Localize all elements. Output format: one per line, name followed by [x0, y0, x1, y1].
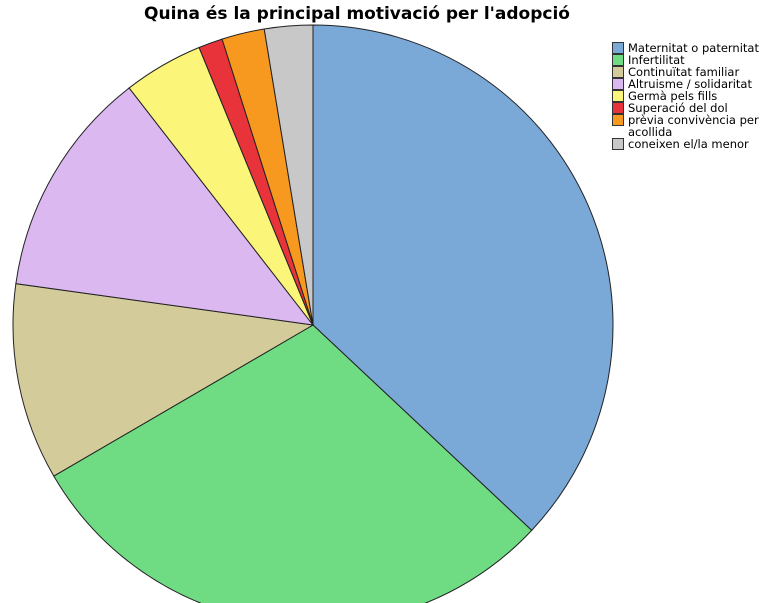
legend-label: Altruisme / solidaritat	[628, 77, 752, 91]
legend-item: Superació del dol	[612, 102, 780, 114]
legend-label: Maternitat o paternitat	[628, 41, 759, 55]
legend-swatch	[612, 114, 624, 126]
pie-slice	[12, 283, 315, 477]
legend: Maternitat o paternitat Infertilitat Conti…	[612, 42, 780, 150]
legend-item: Germà pels fills	[612, 90, 780, 102]
legend-item: Altruisme / solidaritat	[612, 78, 780, 90]
legend-swatch	[612, 66, 624, 78]
legend-swatch	[612, 138, 624, 150]
legend-swatch	[612, 102, 624, 114]
legend-label: Infertilitat	[628, 53, 685, 67]
chart-title: Quina és la principal motivació per l'ad…	[144, 4, 570, 24]
legend-swatch	[612, 90, 624, 102]
pie-slice	[15, 87, 315, 326]
legend-label: coneixen el/la menor	[628, 137, 749, 151]
legend-label: prèvia convivència per acollida	[628, 113, 759, 139]
legend-item: Maternitat o paternitat	[612, 42, 780, 54]
legend-label: Germà pels fills	[628, 89, 718, 103]
slices	[12, 24, 614, 603]
pie-slice	[263, 24, 314, 326]
legend-item: coneixen el/la menor	[612, 138, 780, 150]
pie-slice	[53, 324, 533, 603]
legend-swatch	[612, 54, 624, 66]
legend-swatch	[612, 42, 624, 54]
pie-slice	[312, 24, 614, 532]
legend-swatch	[612, 78, 624, 90]
legend-label: Superació del dol	[628, 101, 728, 115]
legend-item: Continuïtat familiar	[612, 66, 780, 78]
legend-label: Continuïtat familiar	[628, 65, 740, 79]
legend-item: prèvia convivència per acollida	[612, 114, 780, 138]
legend-item: Infertilitat	[612, 54, 780, 66]
